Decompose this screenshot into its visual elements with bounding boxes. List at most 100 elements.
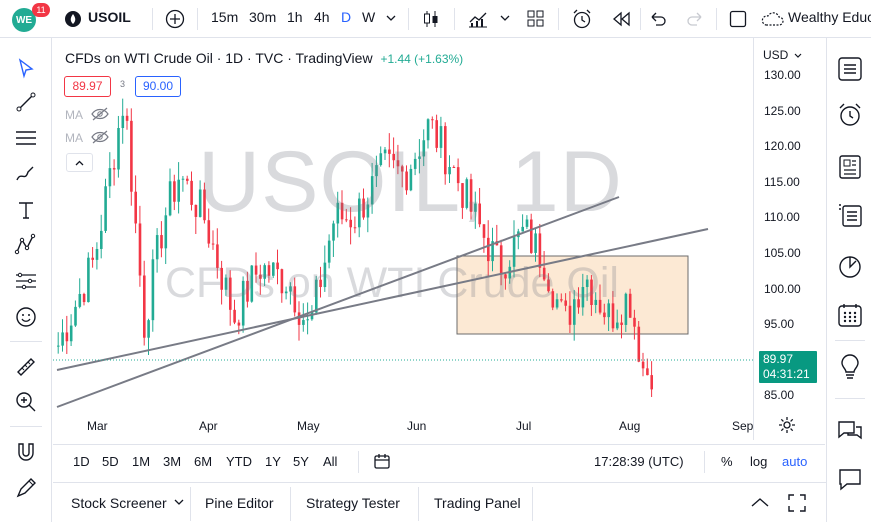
- candle-body: [65, 332, 69, 342]
- interval-1h[interactable]: 1h: [287, 9, 303, 25]
- percent-scale-toggle[interactable]: %: [721, 454, 733, 469]
- candlestick-chart[interactable]: [53, 38, 753, 440]
- range-5y[interactable]: 5Y: [293, 454, 309, 469]
- range-1y[interactable]: 1Y: [265, 454, 281, 469]
- chat-bubble-icon[interactable]: [837, 466, 863, 492]
- indicators-icon[interactable]: [467, 9, 489, 29]
- smiley-icon[interactable]: [14, 305, 38, 329]
- tab-trading-panel[interactable]: Trading Panel: [434, 495, 521, 511]
- interval-w[interactable]: W: [362, 9, 376, 25]
- calendar-icon[interactable]: [837, 302, 863, 328]
- fullscreen-square-icon[interactable]: [729, 10, 747, 28]
- chevron-down-icon[interactable]: [500, 15, 510, 23]
- layout-grid-icon[interactable]: [526, 9, 546, 29]
- ma-indicator-label[interactable]: MA: [65, 108, 83, 122]
- candle-body: [310, 312, 314, 320]
- interval-30m[interactable]: 30m: [249, 9, 277, 25]
- candle-body: [413, 158, 417, 169]
- sell-button[interactable]: 89.97: [64, 76, 111, 97]
- candle-body: [332, 223, 335, 241]
- candle-body: [323, 262, 327, 288]
- eye-hidden-icon[interactable]: [91, 107, 109, 121]
- chats-icon[interactable]: [837, 418, 863, 444]
- candle-body: [461, 183, 464, 208]
- range-6m[interactable]: 6M: [194, 454, 213, 469]
- alert-clock-icon[interactable]: [571, 8, 593, 30]
- candle-body: [284, 291, 288, 294]
- range-1m[interactable]: 1M: [132, 454, 151, 469]
- candle-body: [594, 299, 598, 305]
- maximize-icon[interactable]: [788, 494, 806, 512]
- tab-strategy-tester[interactable]: Strategy Tester: [306, 495, 400, 511]
- interval-d-active[interactable]: D: [341, 9, 352, 25]
- trend-line-icon[interactable]: [14, 90, 38, 114]
- buy-button[interactable]: 90.00: [135, 76, 181, 97]
- lock-drawings-icon[interactable]: [14, 476, 38, 500]
- interval-15m[interactable]: 15m: [211, 9, 239, 25]
- text-tool-icon[interactable]: [14, 198, 38, 222]
- undo-icon[interactable]: [649, 10, 667, 28]
- zoom-in-icon[interactable]: [14, 390, 38, 414]
- horizontal-lines-icon[interactable]: [14, 126, 38, 150]
- news-feed-icon[interactable]: [837, 202, 863, 228]
- magnet-icon[interactable]: [14, 440, 38, 464]
- trend-line: [56, 196, 620, 408]
- replay-icon[interactable]: [611, 10, 631, 28]
- chevron-down-icon[interactable]: [174, 499, 184, 507]
- time-axis[interactable]: Mar Apr May Jun Jul Aug Sep: [53, 416, 753, 438]
- candle-body: [112, 168, 116, 170]
- tab-stock-screener[interactable]: Stock Screener: [71, 495, 167, 511]
- collapse-legend-button[interactable]: [66, 153, 93, 172]
- brush-icon[interactable]: [14, 162, 38, 186]
- candle-style-icon[interactable]: [421, 9, 441, 29]
- alarm-clock-icon[interactable]: [837, 102, 863, 128]
- divider: [704, 451, 705, 473]
- candle-body: [280, 269, 284, 294]
- tab-pine-editor[interactable]: Pine Editor: [205, 495, 274, 511]
- currency-selector[interactable]: USD: [763, 48, 802, 62]
- candle-body: [117, 128, 120, 170]
- chart-pane[interactable]: [53, 38, 753, 440]
- utc-clock[interactable]: 17:28:39 (UTC): [594, 454, 684, 469]
- range-all[interactable]: All: [323, 454, 338, 469]
- candle-body: [448, 166, 451, 175]
- currency-label: USD: [763, 48, 789, 62]
- log-scale-toggle[interactable]: log: [750, 454, 768, 469]
- cursor-icon[interactable]: [14, 56, 38, 80]
- chart-settings-gear-icon[interactable]: [778, 416, 796, 434]
- range-5d[interactable]: 5D: [102, 454, 119, 469]
- layout-name-button[interactable]: Wealthy Educ: [788, 9, 871, 25]
- forecast-tool-icon[interactable]: [14, 269, 38, 293]
- price-tick-label: 115.00: [764, 174, 800, 189]
- ruler-icon[interactable]: [14, 355, 38, 379]
- range-ytd[interactable]: YTD: [226, 454, 252, 469]
- compare-add-icon[interactable]: [165, 9, 185, 29]
- auto-scale-toggle[interactable]: auto: [782, 454, 808, 469]
- pattern-tool-icon[interactable]: [14, 233, 38, 257]
- range-3m[interactable]: 3M: [163, 454, 182, 469]
- ma-indicator-label[interactable]: MA: [65, 131, 83, 145]
- candle-body: [216, 244, 219, 268]
- chevron-down-icon[interactable]: [386, 15, 396, 23]
- interval-4h[interactable]: 4h: [314, 9, 330, 25]
- go-to-date-icon[interactable]: [373, 452, 391, 470]
- data-window-icon[interactable]: [837, 154, 863, 180]
- candle-body: [585, 279, 589, 288]
- candle-body: [607, 303, 610, 318]
- watchlist-icon[interactable]: [837, 56, 863, 82]
- candle-body: [439, 126, 443, 148]
- eye-hidden-icon[interactable]: [91, 130, 109, 144]
- range-1d[interactable]: 1D: [73, 454, 90, 469]
- price-tick-label: 120.00: [764, 139, 801, 154]
- candle-body: [375, 165, 378, 177]
- candle-body: [353, 227, 357, 229]
- symbol-search-button[interactable]: USOIL: [88, 9, 131, 25]
- chevron-up-icon[interactable]: [751, 497, 769, 507]
- redo-icon[interactable]: [686, 10, 704, 28]
- hotlist-gauge-icon[interactable]: [837, 254, 863, 280]
- candle-body: [418, 156, 421, 159]
- candle-body: [478, 203, 481, 225]
- price-axis[interactable]: USD 130.00 125.00 120.00 115.00 110.00 105.00…: [753, 38, 825, 440]
- ideas-lightbulb-icon[interactable]: [837, 354, 863, 380]
- cloud-icon[interactable]: [760, 10, 784, 28]
